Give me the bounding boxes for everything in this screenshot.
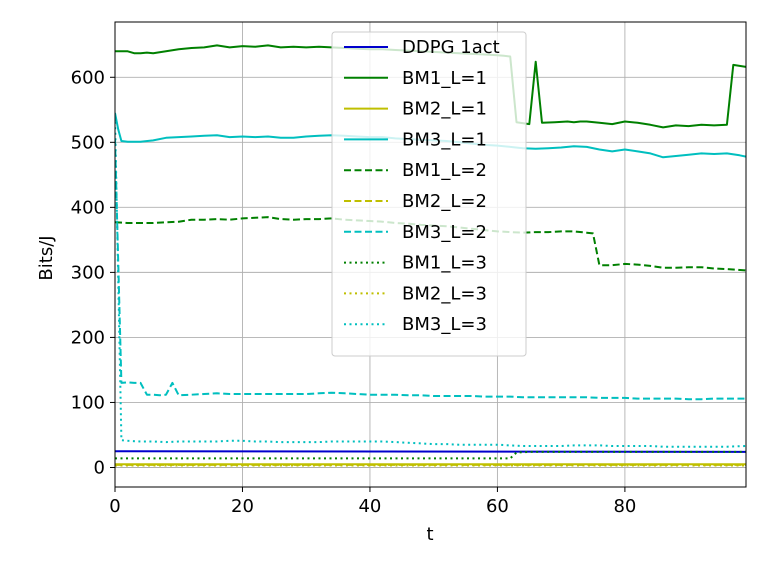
series-line-7 — [115, 450, 746, 460]
legend: DDPG 1act BM1_L=1 BM2_L=1 BM3_L=1 BM1_L=2 BM2… — [331, 31, 527, 357]
y-axis-label: Bits/J — [36, 235, 57, 280]
x-tick-label: 20 — [231, 496, 254, 517]
x-axis-ticks: 0 20 40 60 80 — [109, 487, 636, 517]
y-tick-label: 0 — [94, 457, 105, 478]
y-tick-label: 300 — [71, 262, 105, 283]
series-line-6 — [115, 139, 746, 401]
legend-label-1: BM1_L=1 — [402, 68, 487, 89]
legend-label-7: BM1_L=3 — [402, 253, 487, 274]
legend-box — [331, 31, 527, 357]
x-axis-label: t — [426, 524, 433, 545]
legend-label-4: BM1_L=2 — [402, 160, 487, 181]
legend-label-0: DDPG 1act — [402, 37, 500, 58]
series-line-9 — [115, 116, 746, 448]
legend-label-3: BM3_L=1 — [402, 129, 487, 150]
legend-label-2: BM2_L=1 — [402, 99, 487, 120]
x-tick-label: 80 — [613, 496, 636, 517]
plot-frame — [114, 21, 747, 488]
x-tick-label: 0 — [109, 496, 120, 517]
y-tick-label: 600 — [71, 67, 105, 88]
y-tick-label: 400 — [71, 197, 105, 218]
x-tick-label: 40 — [358, 496, 381, 517]
y-axis-ticks: 0 100 200 300 400 500 600 — [71, 67, 115, 478]
legend-label-9: BM3_L=3 — [402, 314, 487, 335]
y-tick-label: 500 — [71, 132, 105, 153]
legend-label-6: BM3_L=2 — [402, 222, 487, 243]
x-tick-label: 60 — [486, 496, 509, 517]
legend-label-8: BM2_L=3 — [402, 283, 487, 304]
series-line-0 — [115, 450, 746, 453]
legend-label-5: BM2_L=2 — [402, 191, 487, 212]
y-tick-label: 200 — [71, 327, 105, 348]
y-tick-label: 100 — [71, 392, 105, 413]
